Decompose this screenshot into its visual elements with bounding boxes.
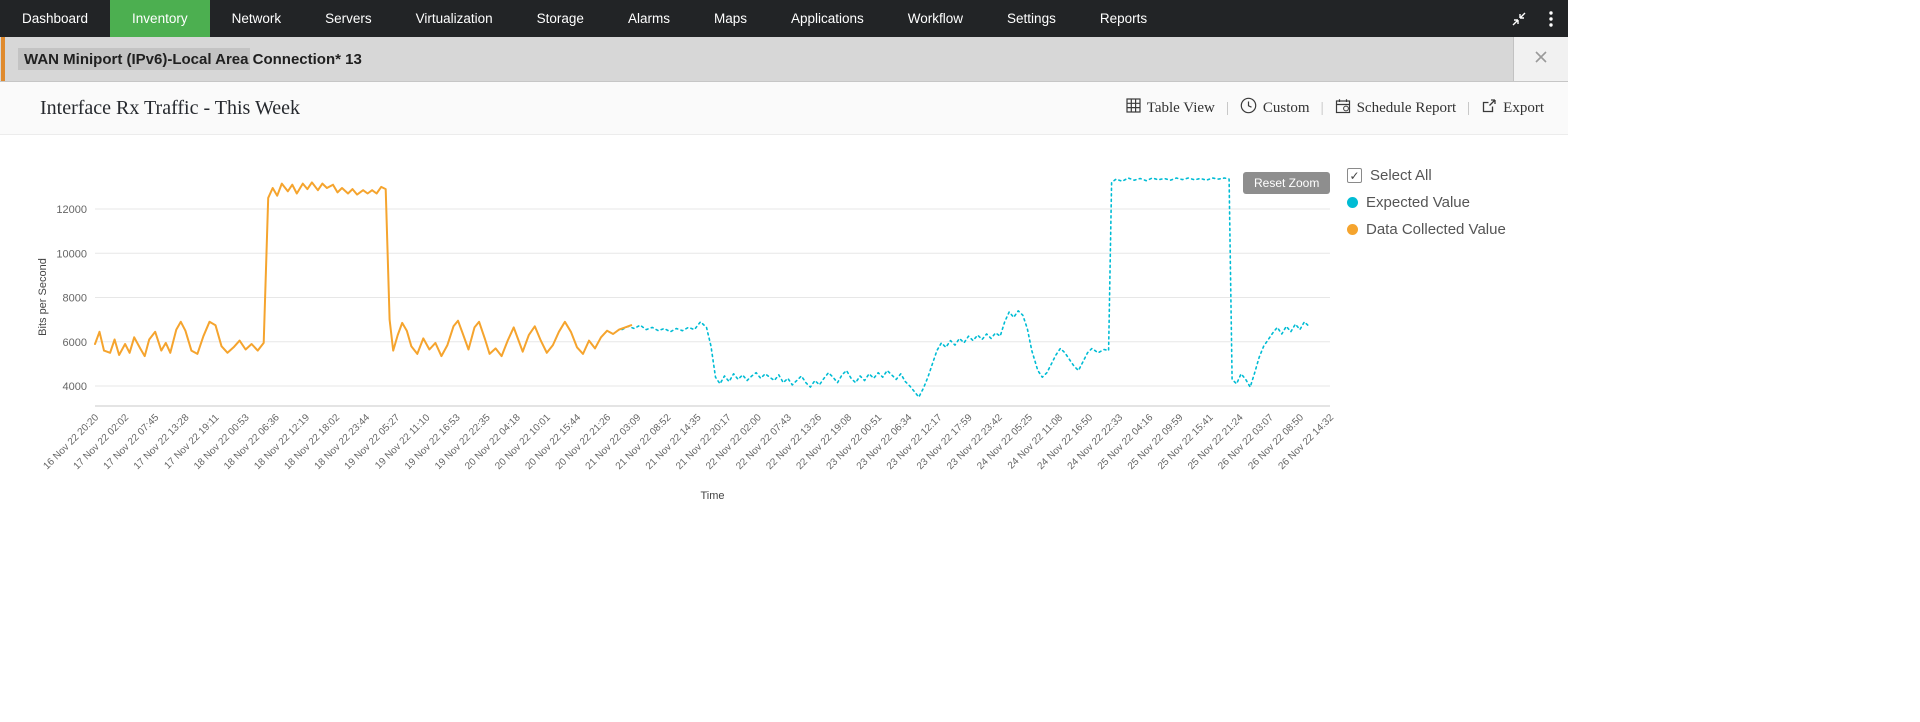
close-button[interactable] [1513,37,1568,81]
close-icon [1533,49,1549,70]
x-tick-label: 24 Nov 22 11:08 [1006,412,1065,471]
nav-item-applications[interactable]: Applications [790,11,864,26]
top-nav: Dashboard Inventory Network Servers Virt… [0,0,1568,37]
x-tick-label: 21 Nov 22 14:35 [644,412,704,472]
y-tick-label: 12000 [56,204,87,216]
toolbar-separator: | [1225,99,1229,116]
table-view-button[interactable]: Table View [1126,98,1215,118]
nav-item-dashboard[interactable]: Dashboard [22,11,89,26]
x-tick-label: 17 Nov 22 19:11 [162,412,221,471]
nav-item-virtualization[interactable]: Virtualization [415,11,493,26]
table-icon [1126,98,1141,118]
nav-item-network[interactable]: Network [231,11,282,26]
calendar-icon [1335,98,1351,119]
nav-right-icons [1510,0,1560,37]
nav-item-inventory[interactable]: Inventory [110,0,210,37]
select-all-label: Select All [1370,167,1432,184]
x-tick-label: 23 Nov 22 17:59 [915,412,975,472]
data-collected-value-label: Data Collected Value [1366,221,1506,238]
expected-value-line[interactable] [621,177,1310,398]
report-toolbar: Table View | Custom | Schedule Report | [1126,97,1544,119]
select-all-checkbox[interactable] [1347,168,1362,183]
opmanager-app: Dashboard Inventory Network Servers Virt… [0,0,1568,531]
reset-zoom-button[interactable]: Reset Zoom [1243,172,1331,194]
x-tick-label: 22 Nov 22 19:08 [794,412,854,472]
x-tick-label: 20 Nov 22 10:01 [493,412,553,472]
toolbar-separator: | [1320,99,1324,116]
export-button[interactable]: Export [1481,98,1544,119]
export-icon [1481,98,1497,119]
nav-item-workflow[interactable]: Workflow [907,11,964,26]
custom-period-label: Custom [1262,99,1310,116]
data-collected-value-dot-icon [1347,224,1358,235]
nav-item-maps[interactable]: Maps [713,11,747,26]
device-accent-bar [1,37,5,81]
x-tick-label: 17 Nov 22 07:45 [102,412,162,472]
device-title-highlight [18,48,250,70]
y-tick-label: 6000 [63,337,87,349]
export-label: Export [1503,99,1544,116]
schedule-report-label: Schedule Report [1356,99,1457,116]
expected-value-dot-icon [1347,197,1358,208]
x-tick-label: 25 Nov 22 21:24 [1186,412,1246,472]
legend-item-expected-value[interactable]: Expected Value [1347,194,1506,211]
page-title: Interface Rx Traffic - This Week [40,96,300,119]
x-tick-label: 19 Nov 22 11:10 [373,412,432,471]
custom-period-button[interactable]: Custom [1240,97,1310,119]
kebab-menu-icon[interactable] [1542,10,1560,28]
y-axis-title: Bits per Second [37,258,49,336]
collapse-icon[interactable] [1510,10,1528,28]
y-tick-label: 10000 [56,248,87,260]
legend-item-data-collected-value[interactable]: Data Collected Value [1347,221,1506,238]
traffic-chart-area: 4000 6000 8000 10000 12000 16 Nov 22 20:20 17 … [0,151,1568,531]
data-collected-value-line[interactable] [94,181,633,358]
device-title: WAN Miniport (IPv6)-Local Area Connectio… [24,50,362,68]
nav-item-servers[interactable]: Servers [325,11,372,26]
table-view-label: Table View [1146,99,1215,116]
toolbar-separator: | [1467,99,1471,116]
report-header: Interface Rx Traffic - This Week Table V… [0,82,1568,135]
clock-icon [1240,97,1257,119]
nav-item-storage[interactable]: Storage [536,11,584,26]
chart-legend: Select All Expected Value Data Collected… [1347,167,1506,238]
y-tick-label: 4000 [63,381,87,393]
schedule-report-button[interactable]: Schedule Report [1335,98,1457,119]
y-tick-label: 8000 [63,293,87,305]
expected-value-label: Expected Value [1366,194,1470,211]
device-title-bar: WAN Miniport (IPv6)-Local Area Connectio… [0,37,1568,82]
x-tick-label: 26 Nov 22 14:32 [1276,412,1336,472]
select-all-row[interactable]: Select All [1347,167,1506,184]
nav-item-reports[interactable]: Reports [1099,11,1148,26]
x-tick-label: 18 Nov 22 06:36 [222,412,282,472]
x-axis-title: Time [700,490,724,502]
x-tick-label: 24 Nov 22 22:33 [1066,412,1126,472]
nav-item-settings[interactable]: Settings [1007,11,1056,26]
nav-item-alarms[interactable]: Alarms [627,11,670,26]
